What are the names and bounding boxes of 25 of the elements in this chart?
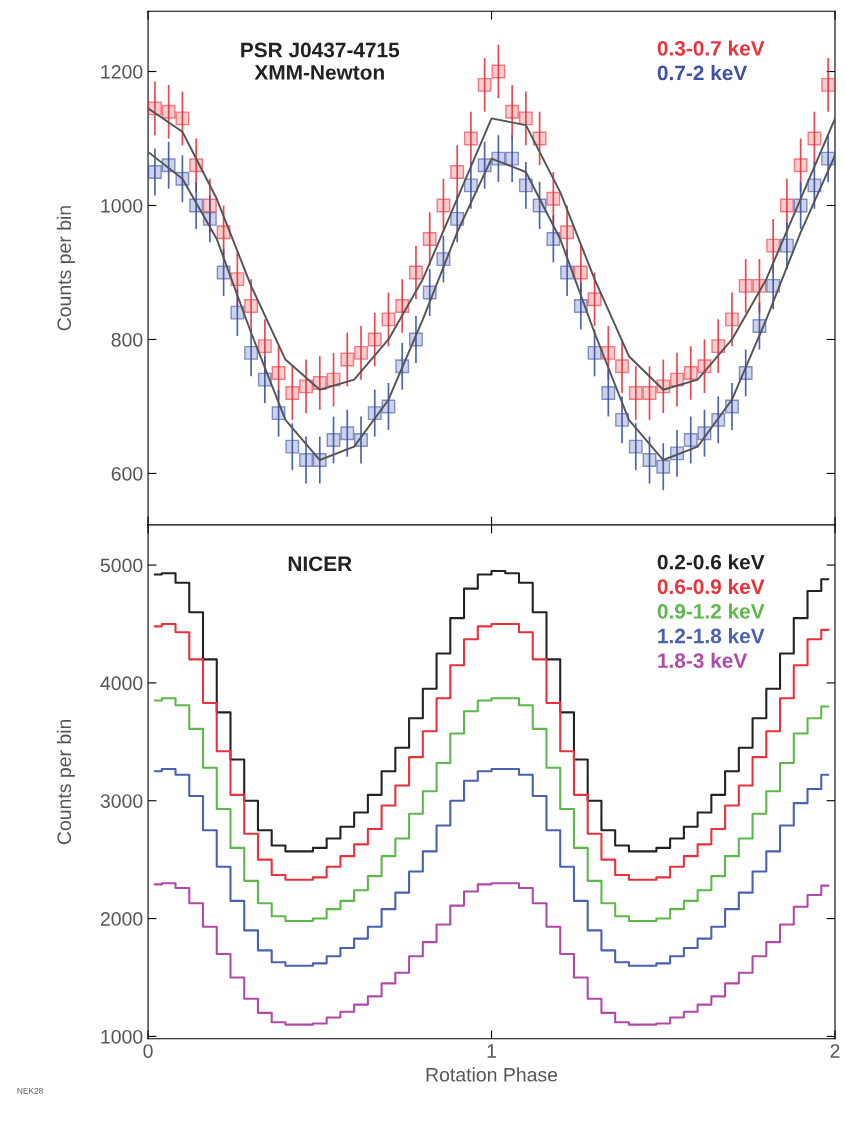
y-tick-label: 3000 <box>100 794 143 808</box>
x-axis-title: Rotation Phase <box>426 1067 558 1082</box>
x-tick-label: 0 <box>143 1044 153 1058</box>
y-tick-label: 2000 <box>100 912 143 926</box>
text: 0.6-0.9 keV <box>657 578 765 595</box>
text: 0.9-1.2 keV <box>657 603 765 619</box>
y-tick-label: 4000 <box>100 676 143 691</box>
y-tick-label: 1000 <box>101 198 143 213</box>
x-tick-label: 1 <box>487 1044 496 1058</box>
text: 0.3-0.7 keV <box>657 40 765 56</box>
y-axis-title: Counts per bin <box>56 719 75 845</box>
annotation: PSR J0437-4715 XMM-Newton <box>241 42 400 80</box>
y-tick-label: 600 <box>111 466 143 481</box>
x-tick-label: 2 <box>830 1044 840 1058</box>
y-tick-label: 800 <box>111 332 143 347</box>
text: 0.2-0.6 keV <box>657 554 765 570</box>
y-tick-label: 1200 <box>101 64 143 79</box>
text: 0.7-2 keV <box>657 65 748 81</box>
y-axis-title: Counts per bin <box>56 206 75 331</box>
text: 1.2-1.8 keV <box>658 628 765 644</box>
y-tick-label: 1000 <box>101 1029 143 1044</box>
y-tick-label: 5000 <box>100 558 143 573</box>
text: 1.8-3 keV <box>658 652 748 669</box>
text: NEK28 <box>17 1087 43 1094</box>
annotation: NICER <box>288 556 352 572</box>
